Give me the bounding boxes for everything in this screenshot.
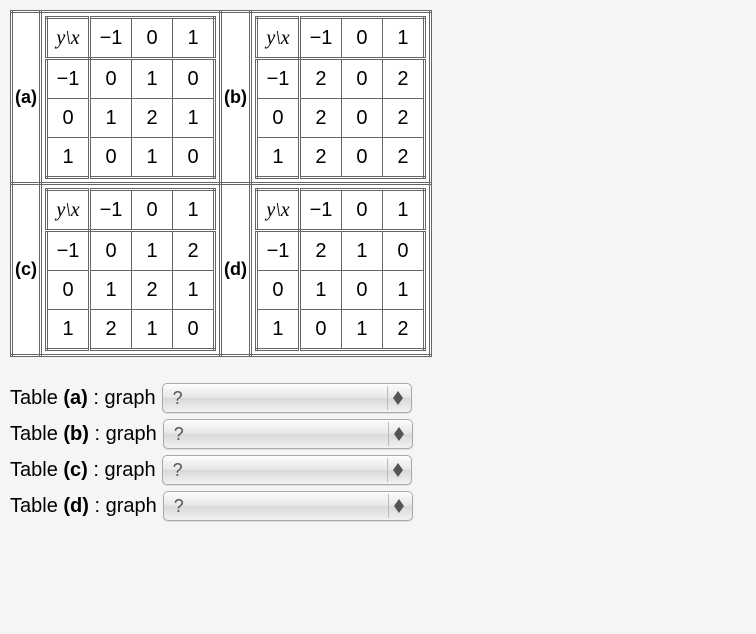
table-a: y\x −1 0 1 −1 0 1 0 0 1 2 — [45, 16, 216, 179]
select-d[interactable]: ? — [163, 491, 413, 521]
col-header: −1 — [90, 190, 132, 231]
cell: 2 — [299, 231, 341, 271]
cell: 1 — [341, 231, 382, 271]
select-c-value: ? — [173, 460, 183, 481]
cell: 1 — [90, 271, 132, 310]
answer-label: Table (c) : graph — [10, 459, 156, 482]
row-header: 0 — [47, 99, 90, 138]
select-d-value: ? — [174, 496, 184, 517]
col-header: 0 — [341, 190, 382, 231]
cell: 0 — [341, 99, 382, 138]
cell: 0 — [173, 310, 215, 350]
answer-row-d: Table (d) : graph ? — [10, 491, 746, 521]
table-a-wrap: y\x −1 0 1 −1 0 1 0 0 1 2 — [41, 12, 221, 184]
cell: 2 — [90, 310, 132, 350]
cell: 1 — [132, 231, 173, 271]
cell: 1 — [132, 310, 173, 350]
col-header: 1 — [382, 18, 424, 59]
row-header: −1 — [256, 231, 299, 271]
table-label-b: (b) — [221, 12, 251, 184]
tables-container: (a) y\x −1 0 1 −1 0 1 0 — [10, 10, 432, 357]
cell: 2 — [382, 99, 424, 138]
cell: 0 — [299, 310, 341, 350]
corner-label: y\x — [256, 18, 299, 59]
row-header: −1 — [47, 231, 90, 271]
updown-arrows-icon — [387, 458, 408, 482]
cell: 0 — [341, 138, 382, 178]
table-c-wrap: y\x −1 0 1 −1 0 1 2 0 1 2 — [41, 184, 221, 356]
row-header: −1 — [47, 59, 90, 99]
col-header: 0 — [341, 18, 382, 59]
corner-label: y\x — [47, 18, 90, 59]
cell: 0 — [90, 231, 132, 271]
cell: 0 — [90, 138, 132, 178]
cell: 1 — [173, 99, 215, 138]
answer-row-c: Table (c) : graph ? — [10, 455, 746, 485]
col-header: 1 — [382, 190, 424, 231]
answer-row-b: Table (b) : graph ? — [10, 419, 746, 449]
row-header: 1 — [256, 138, 299, 178]
row-header: −1 — [256, 59, 299, 99]
cell: 2 — [173, 231, 215, 271]
col-header: 0 — [132, 190, 173, 231]
cell: 1 — [299, 271, 341, 310]
cell: 1 — [132, 138, 173, 178]
cell: 2 — [299, 59, 341, 99]
select-c[interactable]: ? — [162, 455, 412, 485]
col-header: 1 — [173, 18, 215, 59]
col-header: 1 — [173, 190, 215, 231]
corner-label: y\x — [256, 190, 299, 231]
cell: 0 — [90, 59, 132, 99]
table-c: y\x −1 0 1 −1 0 1 2 0 1 2 — [45, 188, 216, 351]
table-b: y\x −1 0 1 −1 2 0 2 0 2 0 — [255, 16, 426, 179]
select-a-value: ? — [173, 388, 183, 409]
col-header: 0 — [132, 18, 173, 59]
answers-section: Table (a) : graph ? Table (b) : graph ? … — [10, 383, 746, 521]
answer-row-a: Table (a) : graph ? — [10, 383, 746, 413]
cell: 2 — [132, 271, 173, 310]
select-b-value: ? — [174, 424, 184, 445]
updown-arrows-icon — [388, 494, 409, 518]
row-header: 0 — [256, 271, 299, 310]
updown-arrows-icon — [388, 422, 409, 446]
cell: 2 — [299, 99, 341, 138]
cell: 0 — [341, 271, 382, 310]
table-b-wrap: y\x −1 0 1 −1 2 0 2 0 2 0 — [250, 12, 430, 184]
answer-label: Table (d) : graph — [10, 495, 157, 518]
cell: 2 — [132, 99, 173, 138]
table-d: y\x −1 0 1 −1 2 1 0 0 1 0 — [255, 188, 426, 351]
answer-label: Table (a) : graph — [10, 387, 156, 410]
cell: 2 — [382, 59, 424, 99]
cell: 0 — [382, 231, 424, 271]
table-label-a: (a) — [12, 12, 41, 184]
cell: 2 — [382, 310, 424, 350]
updown-arrows-icon — [387, 386, 408, 410]
cell: 0 — [341, 59, 382, 99]
row-header: 0 — [47, 271, 90, 310]
select-a[interactable]: ? — [162, 383, 412, 413]
cell: 2 — [382, 138, 424, 178]
col-header: −1 — [90, 18, 132, 59]
cell: 1 — [90, 99, 132, 138]
table-label-d: (d) — [221, 184, 251, 356]
row-header: 1 — [256, 310, 299, 350]
col-header: −1 — [299, 190, 341, 231]
cell: 1 — [173, 271, 215, 310]
cell: 0 — [173, 138, 215, 178]
cell: 1 — [382, 271, 424, 310]
cell: 1 — [132, 59, 173, 99]
cell: 2 — [299, 138, 341, 178]
row-header: 1 — [47, 138, 90, 178]
col-header: −1 — [299, 18, 341, 59]
row-header: 0 — [256, 99, 299, 138]
table-d-wrap: y\x −1 0 1 −1 2 1 0 0 1 0 — [250, 184, 430, 356]
select-b[interactable]: ? — [163, 419, 413, 449]
table-label-c: (c) — [12, 184, 41, 356]
cell: 0 — [173, 59, 215, 99]
row-header: 1 — [47, 310, 90, 350]
cell: 1 — [341, 310, 382, 350]
corner-label: y\x — [47, 190, 90, 231]
answer-label: Table (b) : graph — [10, 423, 157, 446]
